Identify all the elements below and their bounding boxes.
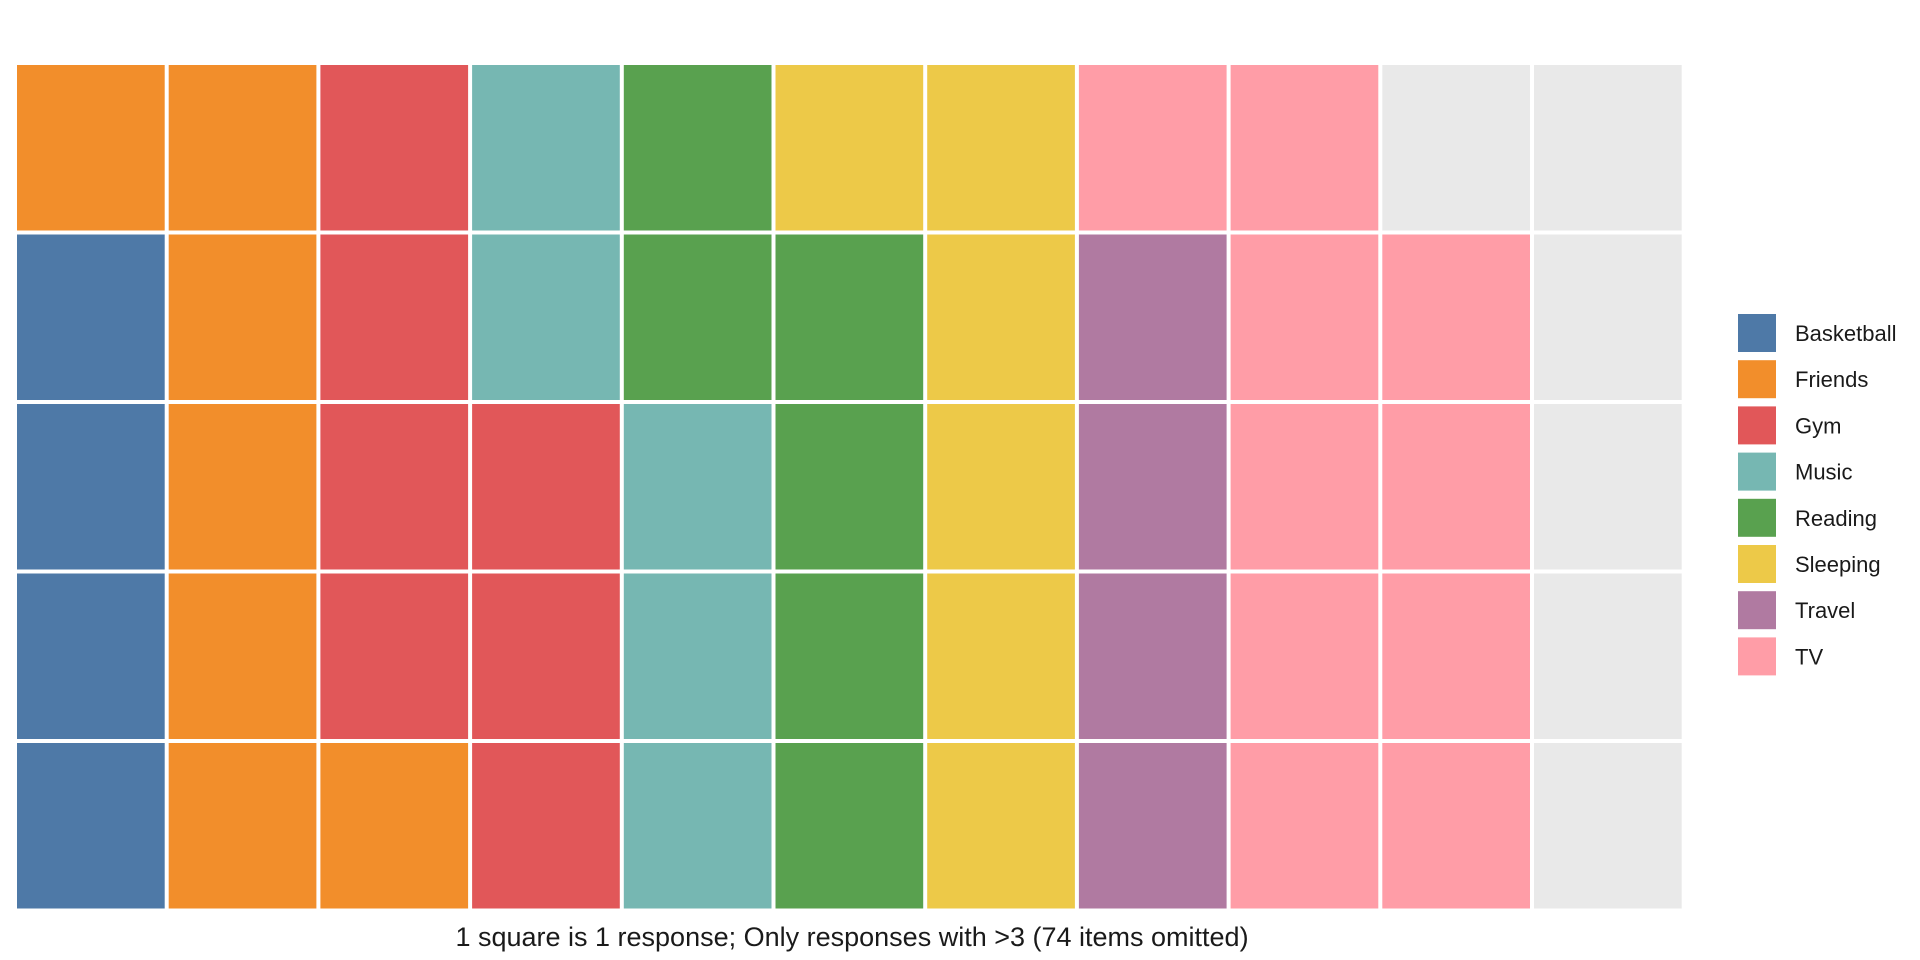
waffle-cell-sleeping (927, 65, 1075, 231)
waffle-cell-gym (472, 404, 620, 570)
waffle-cell-tv (1230, 65, 1379, 231)
waffle-cell-basketball (17, 573, 165, 739)
waffle-cell-music (623, 573, 772, 739)
waffle-cell-basketball (17, 743, 165, 909)
waffle-cell-reading (775, 234, 924, 400)
waffle-cell-tv (1382, 234, 1530, 400)
legend-label-friends: Friends (1795, 367, 1868, 392)
waffle-cell-tv (1382, 573, 1530, 739)
waffle-cell-tv (1230, 234, 1379, 400)
waffle-cell-travel (1078, 743, 1227, 909)
legend-key-friends (1736, 358, 1778, 401)
waffle-cell-empty (1534, 234, 1682, 400)
legend-key-travel (1736, 589, 1778, 632)
waffle-cell-reading (775, 743, 924, 909)
legend-key-gym (1736, 404, 1778, 447)
legend: Basketball Friends Gym Music Reading Sleeping… (1736, 312, 1897, 678)
waffle-cell-travel (1078, 573, 1227, 739)
waffle-cell-empty (1534, 743, 1682, 909)
waffle-cell-empty (1534, 573, 1682, 739)
waffle-grid (17, 65, 1682, 909)
legend-key-tv (1736, 635, 1778, 678)
waffle-cell-gym (320, 65, 469, 231)
waffle-cell-gym (320, 404, 469, 570)
waffle-cell-tv (1230, 743, 1379, 909)
legend-label-reading: Reading (1795, 506, 1877, 531)
waffle-cell-gym (472, 743, 620, 909)
waffle-cell-sleeping (927, 743, 1075, 909)
waffle-cell-basketball (17, 234, 165, 400)
waffle-cell-friends (320, 743, 469, 909)
waffle-cell-tv (1078, 65, 1227, 231)
waffle-cell-gym (472, 573, 620, 739)
waffle-cell-gym (320, 234, 469, 400)
waffle-cell-basketball (17, 404, 165, 570)
waffle-cell-friends (168, 573, 317, 739)
legend-label-travel: Travel (1795, 598, 1855, 623)
legend-key-sleeping (1736, 543, 1778, 585)
waffle-cell-sleeping (775, 65, 924, 231)
waffle-cell-music (623, 404, 772, 570)
waffle-cell-friends (168, 234, 317, 400)
legend-key-reading (1736, 496, 1778, 539)
chart-caption: 1 square is 1 response; Only responses w… (455, 922, 1248, 952)
waffle-cell-sleeping (927, 573, 1075, 739)
waffle-cell-tv (1382, 404, 1530, 570)
legend-label-gym: Gym (1795, 413, 1841, 438)
legend-key-basketball (1736, 312, 1778, 354)
legend-key-music (1736, 450, 1778, 493)
waffle-cell-friends (168, 404, 317, 570)
waffle-cell-tv (1382, 743, 1530, 909)
waffle-cell-reading (775, 404, 924, 570)
waffle-cell-sleeping (927, 404, 1075, 570)
waffle-cell-friends (168, 743, 317, 909)
waffle-cell-tv (1230, 404, 1379, 570)
waffle-cell-friends (17, 65, 165, 231)
waffle-cell-empty (1534, 65, 1682, 231)
waffle-cell-friends (168, 65, 317, 231)
waffle-cell-music (623, 743, 772, 909)
waffle-cell-empty (1382, 65, 1530, 231)
waffle-cell-music (472, 65, 620, 231)
waffle-cell-empty (1534, 404, 1682, 570)
waffle-cell-gym (320, 573, 469, 739)
waffle-cell-music (472, 234, 620, 400)
legend-label-music: Music (1795, 460, 1852, 485)
waffle-cell-reading (623, 234, 772, 400)
legend-label-tv: TV (1795, 644, 1823, 669)
waffle-cell-travel (1078, 234, 1227, 400)
legend-label-basketball: Basketball (1795, 321, 1897, 346)
legend-label-sleeping: Sleeping (1795, 552, 1881, 577)
waffle-cell-travel (1078, 404, 1227, 570)
waffle-cell-reading (775, 573, 924, 739)
waffle-cell-tv (1230, 573, 1379, 739)
waffle-cell-reading (623, 65, 772, 231)
waffle-cell-sleeping (927, 234, 1075, 400)
